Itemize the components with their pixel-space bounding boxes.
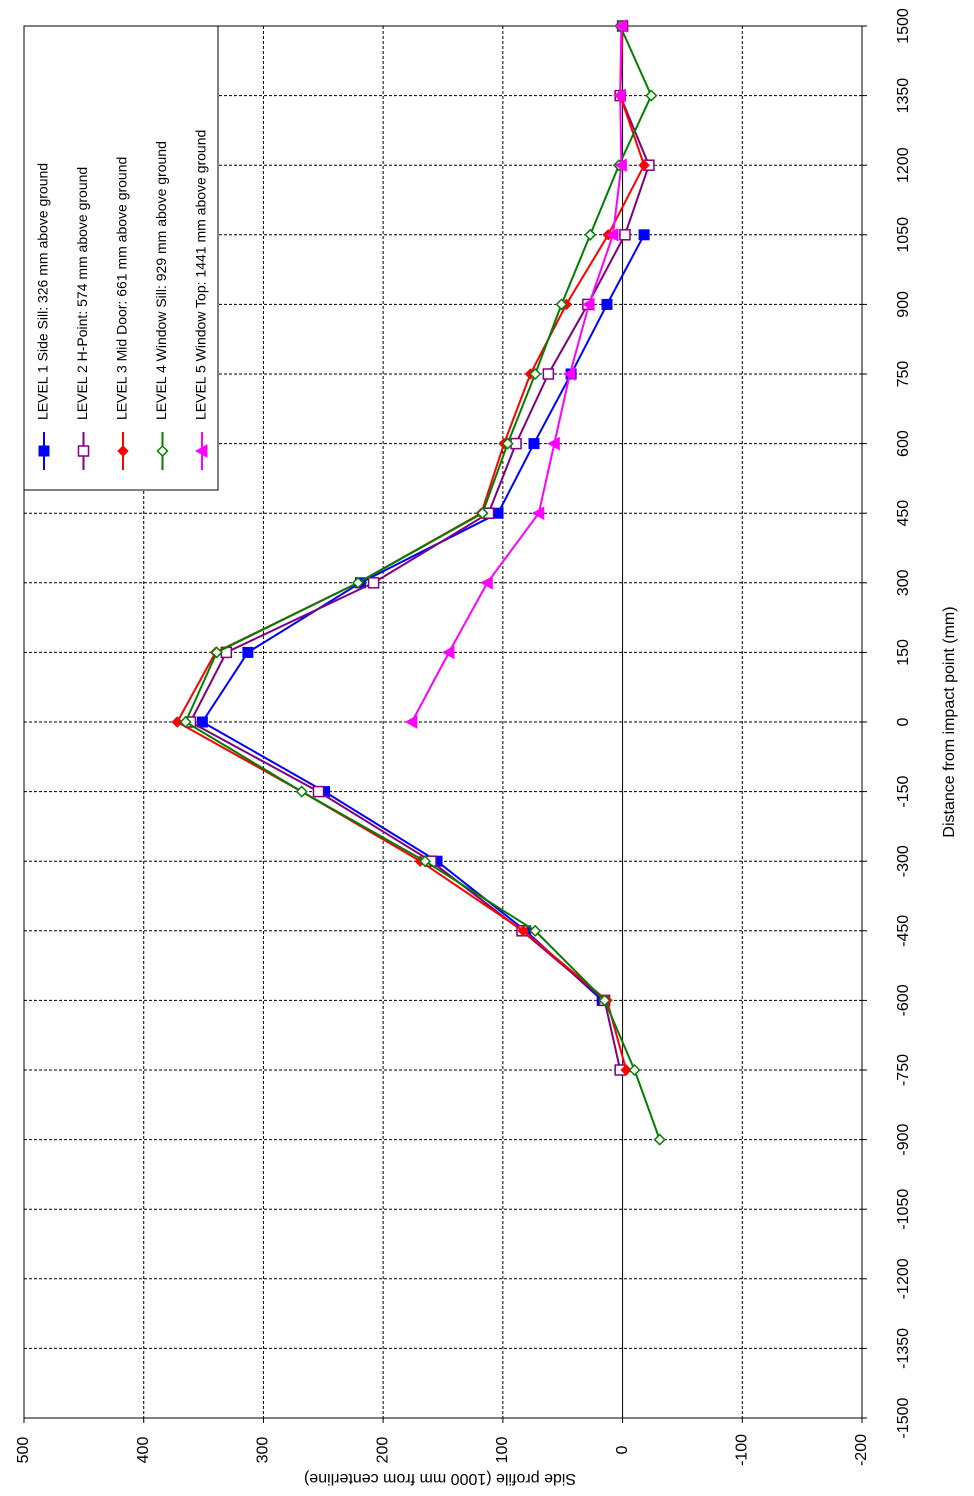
x-tick-label: -1050 xyxy=(895,1189,912,1230)
marker xyxy=(645,89,658,102)
legend-label: LEVEL 4 Window Sill: 929 mm above ground xyxy=(153,141,169,420)
x-tick-label: 750 xyxy=(895,361,912,388)
y-tick-label: 400 xyxy=(135,1437,152,1464)
x-tick-label: 150 xyxy=(895,639,912,666)
legend-box xyxy=(23,25,219,491)
x-axis-title: Distance from impact point (mm) xyxy=(941,606,958,837)
marker xyxy=(638,229,650,241)
marker xyxy=(242,646,254,658)
x-tick-label: 900 xyxy=(895,291,912,318)
marker xyxy=(476,507,489,520)
legend-label: LEVEL 1 Side Sill: 326 mm above ground xyxy=(35,163,51,420)
marker xyxy=(555,298,568,311)
marker xyxy=(492,507,504,519)
marker xyxy=(582,297,595,312)
y-tick-label: 500 xyxy=(15,1437,32,1464)
marker xyxy=(404,715,418,729)
x-tick-label: 1050 xyxy=(895,217,912,253)
marker xyxy=(605,227,619,242)
x-tick-label: 0 xyxy=(895,717,912,726)
marker xyxy=(517,925,529,937)
x-tick-label: -1200 xyxy=(895,1258,912,1299)
marker xyxy=(117,445,129,457)
x-tick-label: -600 xyxy=(895,984,912,1016)
marker xyxy=(638,159,650,171)
y-tick-label: 200 xyxy=(374,1437,391,1464)
x-tick-label: 1350 xyxy=(895,78,912,114)
legend-label: LEVEL 5 Window Top: 1441 mm above ground xyxy=(193,130,209,420)
marker xyxy=(628,1063,641,1077)
marker xyxy=(480,575,493,590)
legend: LEVEL 1 Side Sill: 326 mm above ground LE… xyxy=(23,25,219,491)
marker xyxy=(38,445,50,457)
y-tick-label: 300 xyxy=(255,1437,272,1464)
x-tick-label: -1350 xyxy=(895,1328,912,1369)
x-tick-label: -300 xyxy=(895,845,912,877)
y-tick-label: -100 xyxy=(734,1434,751,1466)
x-tick-label: -150 xyxy=(895,775,912,807)
x-tick-label: 1200 xyxy=(895,147,912,183)
marker xyxy=(584,228,597,241)
marker xyxy=(598,994,611,1007)
marker xyxy=(613,88,626,103)
y-tick-label: 0 xyxy=(614,1445,631,1454)
marker xyxy=(531,506,545,521)
marker xyxy=(528,438,540,450)
marker xyxy=(194,444,208,458)
marker xyxy=(529,367,542,381)
x-tick-label: -1500 xyxy=(895,1397,912,1438)
marker xyxy=(312,785,325,798)
marker xyxy=(196,716,208,728)
x-tick-label: 1500 xyxy=(895,8,912,44)
marker xyxy=(501,437,514,450)
marker xyxy=(542,368,555,380)
x-tick-label: -900 xyxy=(895,1123,912,1155)
marker xyxy=(351,576,365,589)
marker xyxy=(367,577,380,589)
marker xyxy=(562,367,576,381)
x-tick-label: -450 xyxy=(895,915,912,947)
series-line xyxy=(189,25,650,1071)
marker xyxy=(295,785,308,798)
marker xyxy=(547,436,560,451)
x-tick-label: 600 xyxy=(895,430,912,457)
x-tick-label: 300 xyxy=(895,569,912,596)
marker xyxy=(529,924,542,937)
marker xyxy=(614,158,627,173)
y-tick-label: -200 xyxy=(853,1434,870,1466)
marker xyxy=(179,715,192,729)
legend-label: LEVEL 2 H-Point: 574 mm above ground xyxy=(74,167,90,420)
marker xyxy=(171,716,183,728)
legend-label: LEVEL 3 Mid Door: 661 mm above ground xyxy=(114,157,130,420)
marker xyxy=(77,445,90,457)
marker xyxy=(156,444,169,458)
marker xyxy=(620,1064,632,1076)
y-tick-label: 100 xyxy=(494,1437,511,1464)
marker xyxy=(653,1133,666,1146)
marker xyxy=(601,298,613,310)
series-line xyxy=(200,234,646,1002)
x-tick-label: -750 xyxy=(895,1054,912,1086)
marker xyxy=(441,645,455,660)
marker xyxy=(418,855,432,868)
marker xyxy=(210,646,223,659)
marker xyxy=(614,19,627,33)
marker xyxy=(619,229,631,241)
y-axis-title: Side profile (1000 mm from centerline) xyxy=(304,1470,576,1487)
x-tick-label: 450 xyxy=(895,500,912,527)
